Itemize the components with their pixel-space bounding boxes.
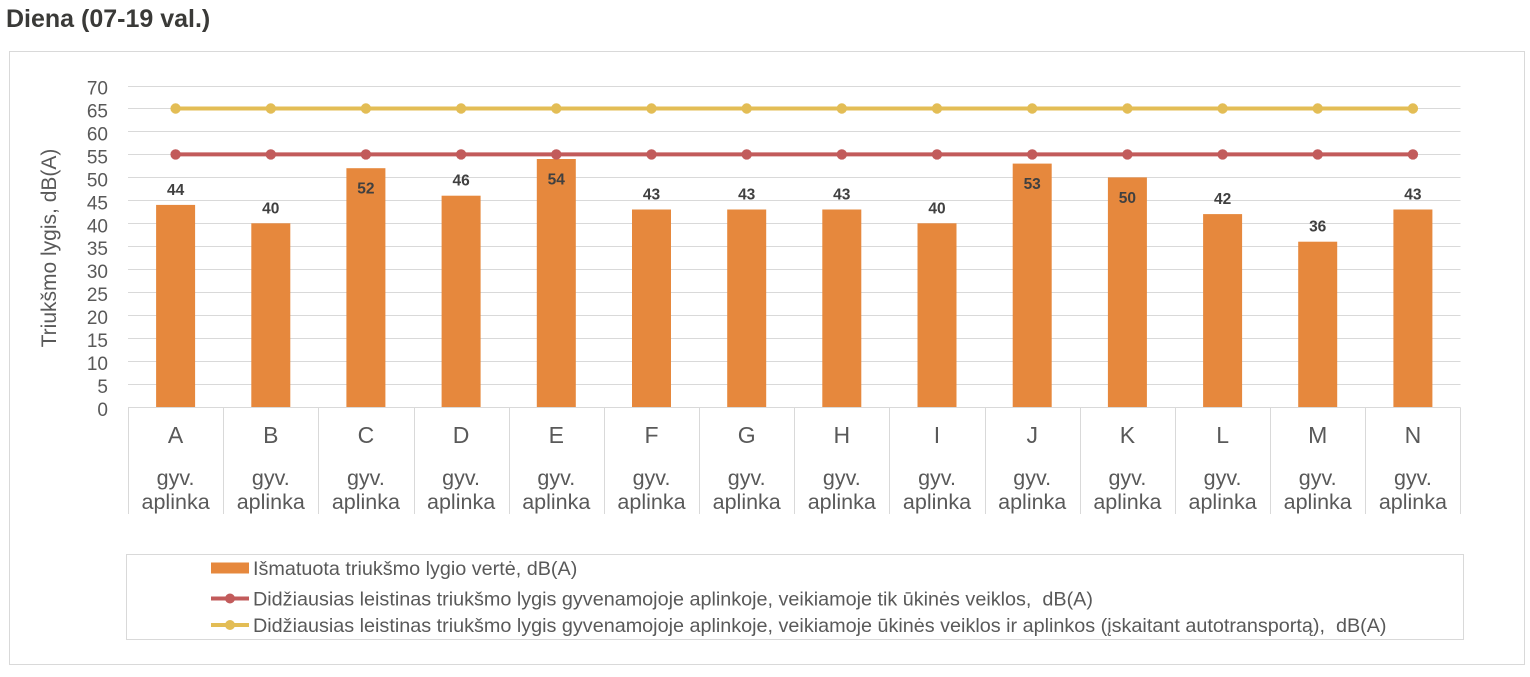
svg-text:10: 10 [87,354,108,375]
svg-text:36: 36 [1309,219,1327,236]
svg-text:46: 46 [452,173,470,190]
svg-text:15: 15 [87,331,108,352]
svg-text:aplinka: aplinka [1093,490,1161,514]
svg-text:I: I [934,422,940,448]
svg-text:50: 50 [1119,190,1136,207]
svg-text:aplinka: aplinka [142,490,210,514]
svg-text:gyv.: gyv. [252,466,290,490]
svg-text:30: 30 [87,262,108,283]
svg-text:gyv.: gyv. [1204,466,1242,490]
svg-text:G: G [738,422,756,448]
svg-text:60: 60 [87,124,108,145]
svg-text:gyv.: gyv. [537,466,575,490]
svg-text:25: 25 [87,285,108,306]
svg-text:J: J [1026,422,1038,448]
svg-text:20: 20 [87,308,108,329]
svg-text:Triukšmo lygis, dB(A): Triukšmo lygis, dB(A) [38,149,61,348]
svg-text:Didžiausias leistinas triukšmo: Didžiausias leistinas triukšmo lygis gyv… [253,589,1093,611]
svg-text:52: 52 [357,181,374,198]
svg-text:44: 44 [167,182,185,199]
svg-text:5: 5 [97,377,108,398]
svg-text:gyv.: gyv. [728,466,766,490]
svg-text:43: 43 [833,187,851,204]
svg-text:43: 43 [1404,187,1422,204]
svg-text:aplinka: aplinka [1189,490,1257,514]
svg-text:0: 0 [97,400,108,421]
svg-text:40: 40 [262,200,279,217]
svg-text:aplinka: aplinka [903,490,971,514]
svg-text:42: 42 [1214,191,1231,208]
svg-text:aplinka: aplinka [1379,490,1447,514]
svg-text:gyv.: gyv. [347,466,385,490]
svg-text:40: 40 [87,216,108,237]
svg-text:H: H [833,422,850,448]
svg-text:35: 35 [87,239,108,260]
svg-text:N: N [1405,422,1422,448]
svg-text:aplinka: aplinka [713,490,781,514]
svg-text:aplinka: aplinka [237,490,305,514]
svg-text:Išmatuota triukšmo lygio vertė: Išmatuota triukšmo lygio vertė, dB(A) [253,558,577,580]
svg-text:E: E [549,422,564,448]
svg-text:54: 54 [548,172,566,189]
svg-text:gyv.: gyv. [1394,466,1432,490]
svg-text:45: 45 [87,193,108,214]
svg-text:50: 50 [87,170,108,191]
svg-text:L: L [1216,422,1229,448]
svg-text:70: 70 [87,79,108,100]
svg-text:C: C [358,422,375,448]
svg-text:gyv.: gyv. [157,466,195,490]
svg-text:aplinka: aplinka [617,490,685,514]
svg-text:65: 65 [87,102,108,123]
svg-text:gyv.: gyv. [1299,466,1337,490]
svg-text:43: 43 [738,187,756,204]
svg-text:gyv.: gyv. [442,466,480,490]
svg-text:aplinka: aplinka [808,490,876,514]
svg-text:53: 53 [1024,176,1042,193]
svg-text:aplinka: aplinka [1284,490,1352,514]
svg-text:43: 43 [643,187,661,204]
svg-text:Didžiausias leistinas triukšmo: Didžiausias leistinas triukšmo lygis gyv… [253,615,1387,637]
svg-text:Diena (07-19 val.): Diena (07-19 val.) [6,5,210,33]
svg-text:M: M [1308,422,1327,448]
svg-text:gyv.: gyv. [633,466,671,490]
svg-text:gyv.: gyv. [918,466,956,490]
svg-text:gyv.: gyv. [1108,466,1146,490]
svg-text:aplinka: aplinka [427,490,495,514]
svg-text:F: F [644,422,658,448]
svg-text:aplinka: aplinka [998,490,1066,514]
svg-text:K: K [1120,422,1136,448]
svg-text:B: B [263,422,278,448]
svg-text:55: 55 [87,147,108,168]
svg-text:aplinka: aplinka [332,490,400,514]
svg-text:A: A [168,422,184,448]
svg-text:gyv.: gyv. [823,466,861,490]
svg-text:gyv.: gyv. [1013,466,1051,490]
svg-text:40: 40 [928,200,945,217]
svg-text:aplinka: aplinka [522,490,590,514]
svg-text:D: D [453,422,470,448]
